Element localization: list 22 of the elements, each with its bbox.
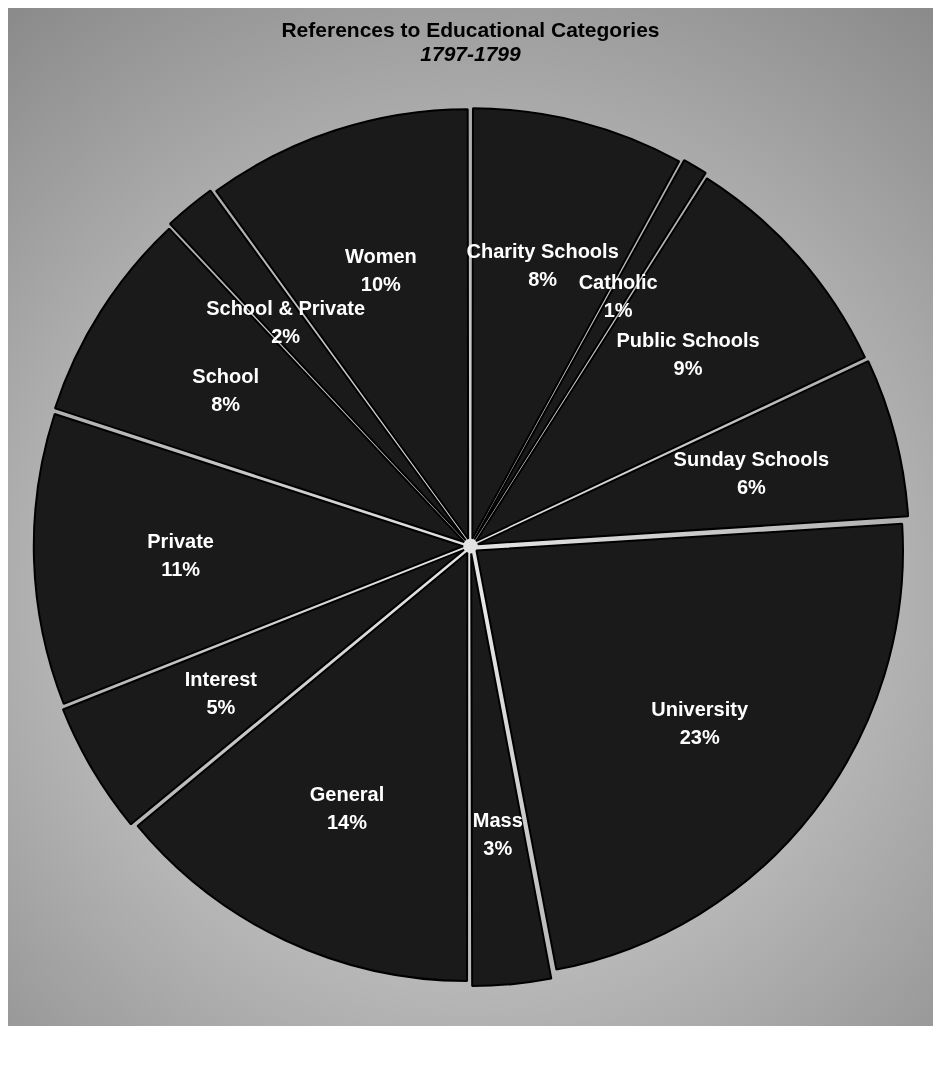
slice-label: Public Schools — [616, 328, 760, 351]
slice-label: Interest — [184, 668, 258, 691]
slice-label: Sunday Schools — [673, 448, 830, 471]
chart-subtitle: 1797-1799 — [419, 42, 522, 66]
data-label: 2% — [271, 325, 301, 348]
data-label: 23% — [679, 726, 720, 749]
data-label: 10% — [360, 272, 402, 295]
data-label: 11% — [161, 557, 201, 580]
data-label: 8% — [528, 267, 558, 290]
slice-label: Mass — [472, 809, 523, 832]
data-label: 14% — [327, 810, 368, 833]
data-label: 6% — [736, 476, 767, 499]
slice-label: University — [651, 698, 749, 721]
slice-label: School — [192, 365, 259, 388]
chart-title: References to Educational Categories — [280, 18, 661, 42]
slice-label: Private — [147, 529, 214, 552]
data-label: 5% — [206, 696, 236, 719]
slice-label: Women — [344, 244, 417, 267]
data-label: 3% — [483, 837, 513, 860]
data-label: 9% — [673, 356, 703, 379]
slice-label: General — [309, 782, 385, 805]
data-label: 8% — [211, 393, 241, 416]
